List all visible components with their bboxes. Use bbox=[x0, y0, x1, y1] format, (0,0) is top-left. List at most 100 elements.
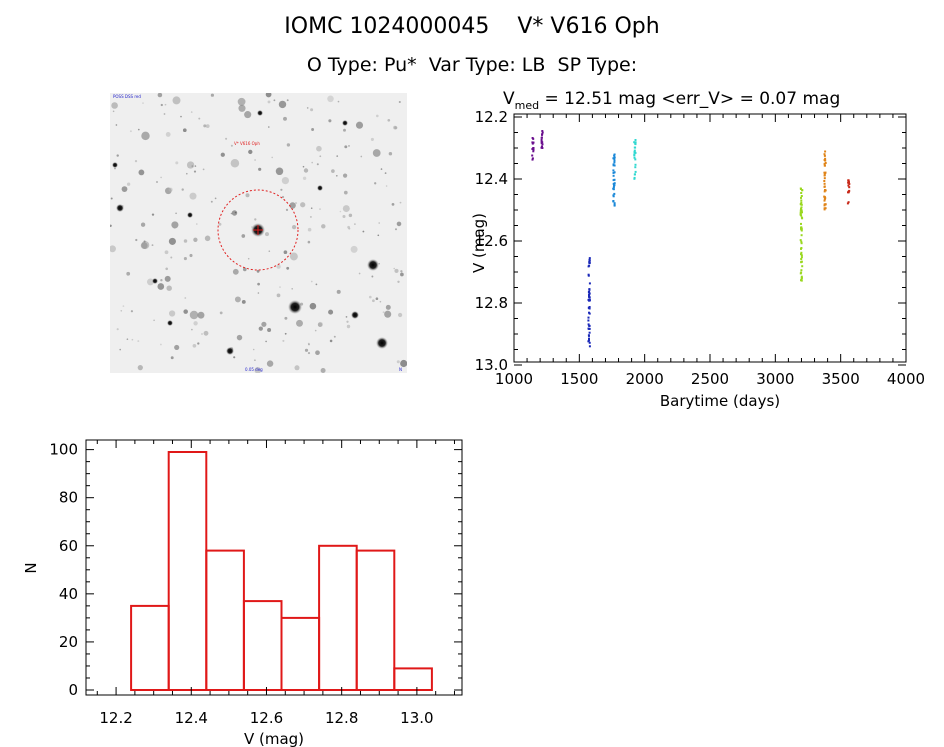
bright-star bbox=[367, 259, 379, 271]
data-point bbox=[587, 274, 590, 277]
data-point bbox=[532, 147, 535, 149]
faint-star bbox=[283, 116, 287, 121]
data-point bbox=[613, 192, 616, 195]
faint-star bbox=[252, 348, 255, 351]
faint-star bbox=[371, 275, 374, 278]
faint-star bbox=[110, 224, 112, 228]
faint-star bbox=[385, 304, 391, 310]
faint-star bbox=[344, 145, 348, 149]
faint-star bbox=[268, 126, 270, 128]
faint-star bbox=[126, 182, 131, 186]
faint-star bbox=[336, 155, 339, 157]
faint-star bbox=[126, 338, 129, 340]
faint-star bbox=[157, 283, 165, 290]
faint-star bbox=[281, 195, 285, 199]
data-point bbox=[588, 298, 591, 301]
data-point bbox=[846, 202, 849, 205]
data-point bbox=[588, 306, 591, 308]
faint-star bbox=[266, 360, 274, 367]
data-point bbox=[800, 195, 803, 197]
faint-star bbox=[374, 182, 377, 185]
data-point bbox=[848, 183, 851, 185]
faint-star bbox=[348, 145, 350, 147]
faint-star bbox=[370, 137, 374, 141]
faint-star bbox=[339, 210, 342, 213]
faint-star bbox=[310, 108, 314, 112]
faint-star bbox=[174, 344, 180, 350]
data-point bbox=[848, 189, 851, 192]
target-marker-label: V* V616 Oph bbox=[234, 141, 260, 146]
star-field-image: V* V616 Oph POSS DSS red 0.05 deg N bbox=[110, 93, 407, 373]
faint-star bbox=[241, 234, 246, 238]
data-point bbox=[824, 203, 827, 206]
faint-star bbox=[282, 339, 285, 342]
data-point bbox=[588, 345, 591, 348]
faint-star bbox=[376, 114, 379, 118]
faint-star bbox=[286, 266, 290, 270]
faint-star bbox=[110, 245, 116, 253]
data-point bbox=[612, 200, 615, 203]
faint-star bbox=[399, 201, 402, 204]
faint-star bbox=[168, 310, 176, 317]
faint-star bbox=[182, 128, 187, 133]
data-point bbox=[633, 156, 636, 159]
faint-star bbox=[377, 234, 380, 237]
title-v: V bbox=[503, 89, 515, 109]
faint-star bbox=[190, 111, 193, 113]
faint-star bbox=[384, 172, 387, 174]
faint-star bbox=[289, 202, 296, 209]
faint-star bbox=[265, 340, 267, 343]
faint-star bbox=[394, 268, 399, 273]
data-point bbox=[800, 201, 803, 204]
data-point bbox=[541, 130, 544, 132]
faint-star bbox=[275, 167, 284, 176]
data-point bbox=[587, 265, 590, 268]
faint-star bbox=[238, 104, 246, 112]
faint-star bbox=[302, 176, 307, 180]
faint-star bbox=[397, 312, 403, 318]
data-point bbox=[588, 258, 591, 261]
data-point bbox=[541, 147, 544, 149]
light-curve-points bbox=[531, 130, 851, 348]
data-point bbox=[531, 154, 534, 157]
faint-star bbox=[135, 238, 138, 242]
data-point bbox=[824, 172, 827, 174]
faint-star bbox=[289, 252, 298, 261]
faint-star bbox=[143, 240, 146, 243]
data-point bbox=[801, 211, 803, 214]
faint-star bbox=[362, 230, 365, 233]
faint-star bbox=[393, 125, 397, 130]
faint-star bbox=[321, 224, 326, 229]
data-point bbox=[823, 208, 826, 211]
data-point bbox=[800, 256, 803, 259]
faint-star bbox=[142, 102, 144, 104]
faint-star bbox=[296, 319, 303, 327]
faint-star bbox=[254, 366, 262, 373]
data-point bbox=[800, 206, 803, 209]
faint-star bbox=[315, 350, 320, 356]
faint-star bbox=[316, 163, 319, 166]
faint-star bbox=[328, 119, 332, 123]
faint-star bbox=[122, 305, 125, 307]
data-point bbox=[541, 141, 544, 144]
faint-star bbox=[242, 267, 247, 272]
data-point bbox=[612, 188, 615, 191]
data-point bbox=[799, 209, 802, 212]
faint-star bbox=[175, 212, 177, 215]
faint-star bbox=[140, 242, 148, 249]
faint-star bbox=[181, 188, 184, 191]
data-point bbox=[800, 261, 803, 264]
data-point bbox=[824, 150, 827, 153]
faint-star bbox=[137, 128, 140, 131]
faint-star bbox=[130, 310, 134, 313]
faint-star bbox=[151, 244, 154, 247]
faint-star bbox=[379, 300, 382, 303]
data-point bbox=[800, 222, 802, 225]
faint-star bbox=[241, 299, 246, 304]
faint-star bbox=[234, 296, 241, 303]
faint-star bbox=[328, 309, 334, 315]
data-point bbox=[588, 327, 591, 330]
faint-star bbox=[230, 144, 233, 147]
faint-star bbox=[225, 137, 228, 140]
